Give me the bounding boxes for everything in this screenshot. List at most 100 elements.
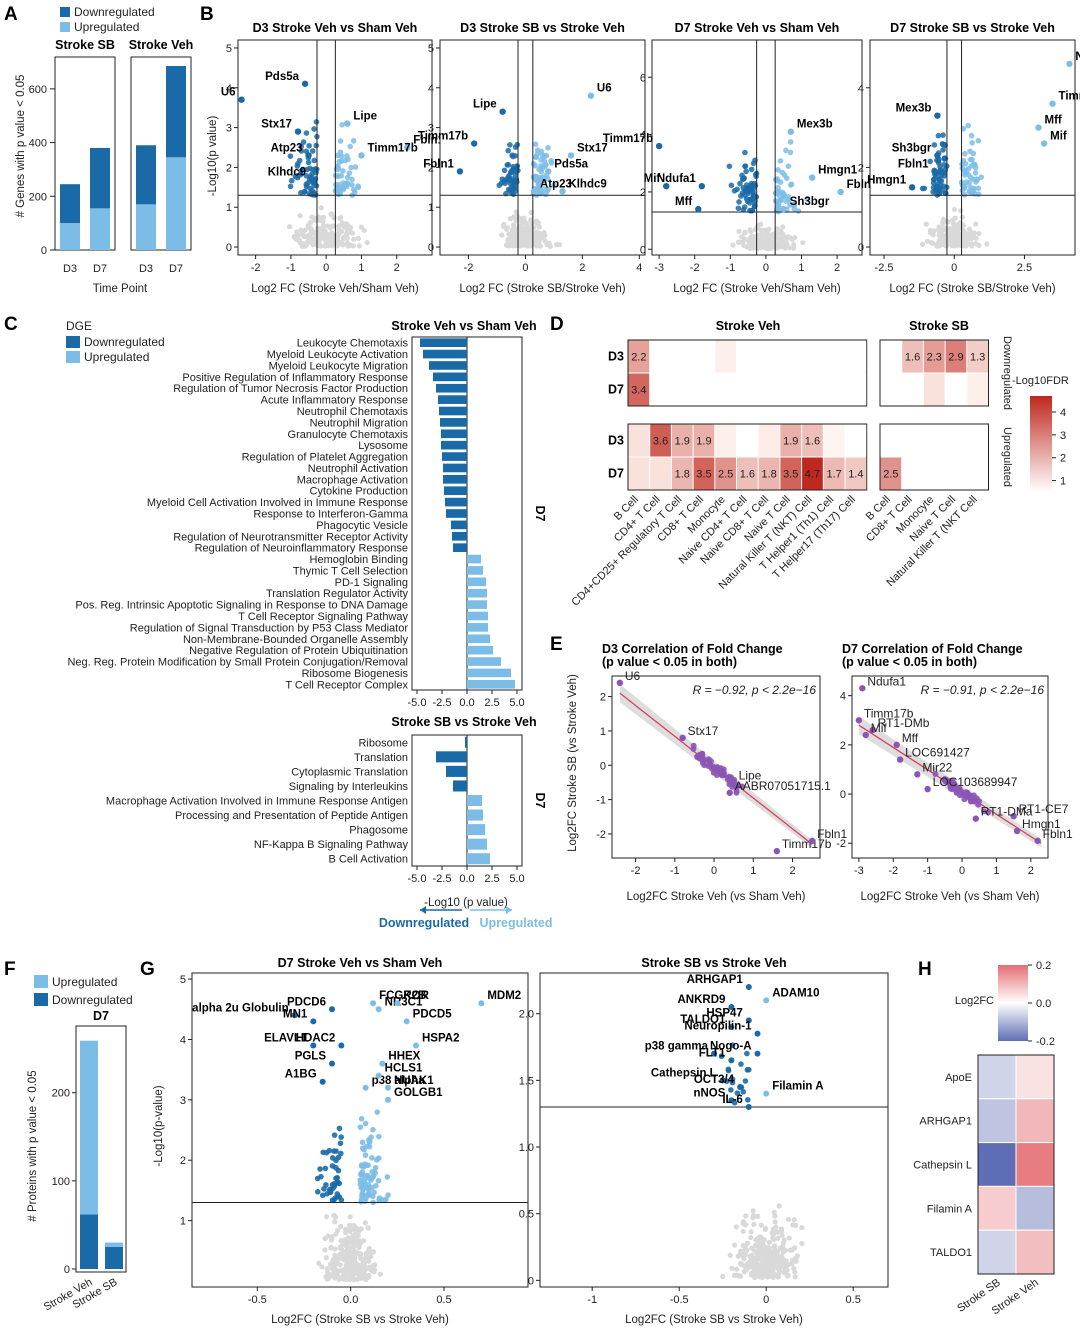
d-cell-value: 1.3 (970, 352, 985, 364)
c-term-label: Regulation of Platelet Aggregation (242, 452, 408, 464)
b-gene-label: Atp23 (271, 142, 303, 154)
b-gene-point (238, 96, 245, 103)
g-point-ns (748, 1234, 754, 1241)
b-point-sig (542, 191, 549, 198)
e-gene-point (1010, 812, 1017, 820)
c-bar (467, 668, 511, 678)
c-bar (444, 486, 467, 496)
e-gene-point (869, 726, 876, 734)
b-point-sig (972, 170, 979, 176)
g-protein-point (375, 1072, 382, 1079)
c-bar (467, 679, 515, 689)
c-legend-title: DGE (66, 319, 92, 333)
g-point-ns (772, 1219, 778, 1225)
b-point-ns (784, 241, 790, 247)
c-bar (467, 600, 487, 609)
b-point-ns (965, 234, 972, 240)
b-point-sig (339, 122, 345, 128)
g-point-sig (331, 1196, 337, 1203)
g-xtick: 0.5 (436, 1294, 451, 1306)
b-point-sig (940, 147, 946, 153)
h-legend-tick-label: 0.2 (1036, 960, 1051, 972)
c-bar (436, 383, 467, 393)
b-point-ns (511, 223, 517, 229)
d-cell (671, 340, 693, 373)
b-point-ns (327, 242, 333, 248)
b-point-sig (962, 150, 968, 157)
b-point-ns (940, 216, 946, 222)
b-xtick: 0 (323, 262, 329, 274)
g-protein-point (728, 1024, 735, 1030)
a-bar-down (136, 145, 156, 205)
c-term-label: T Cell Receptor Complex (285, 679, 408, 691)
b-gene-point (1066, 60, 1073, 68)
h-cell (1015, 1229, 1055, 1275)
b-gene-label: Ndufa1 (1075, 51, 1080, 63)
g-point-ns (792, 1274, 798, 1280)
b-gene-point (470, 140, 478, 147)
b-gene-label: Lipe (353, 111, 377, 123)
g-protein-point (478, 1000, 485, 1007)
b-point-sig (504, 162, 511, 168)
b-point-sig (930, 180, 937, 186)
g-point-ns (782, 1247, 788, 1253)
b-ytick: 2 (226, 162, 232, 174)
d-cell (693, 457, 715, 490)
g-point-ns (349, 1257, 355, 1263)
b-point-sig (300, 166, 306, 173)
g-point-ns (323, 1214, 330, 1220)
b-point-ns (524, 243, 530, 249)
d-row-label: D3 (608, 434, 624, 448)
b-point-ns (748, 242, 754, 248)
g-protein-label: HDAC2 (296, 1032, 336, 1044)
c-bar (465, 736, 467, 748)
b-point-sig (972, 164, 979, 171)
f-bar-down (105, 1246, 123, 1269)
g-point-ns (324, 1276, 330, 1282)
g-protein-point (754, 1030, 761, 1037)
e-gene-label: Mff (902, 731, 919, 745)
g-point-ns (749, 1245, 755, 1251)
d-cell-value: 1.8 (761, 469, 776, 481)
b-point-ns (510, 235, 516, 241)
b-point-ns (517, 216, 523, 222)
c-bar (420, 338, 467, 348)
g-protein-label: Filamin A (772, 1081, 823, 1093)
c-term-label: Macrophage Activation Involved in Immune… (106, 796, 408, 808)
g-point-ns (332, 1219, 338, 1225)
h-cell (977, 1142, 1017, 1187)
e-ytick: 0 (600, 760, 606, 772)
g-protein-label: alpha 2u Globulin (192, 1002, 288, 1014)
g-point-sig (336, 1193, 342, 1200)
d-cell-value: 1.4 (848, 469, 863, 481)
d-cell-value: 1.9 (675, 436, 690, 448)
b-gene-label: Sh3bgr (790, 196, 830, 208)
d-legend-tick-label: 4 (1060, 407, 1066, 419)
g-title: Stroke SB vs Stroke Veh (641, 956, 786, 970)
a-facet-title: Stroke Veh (129, 38, 194, 52)
g-protein-label: TALDO1 (680, 1014, 726, 1026)
g-protein-label: MN1 (283, 1008, 308, 1020)
e-xtick: -1 (670, 865, 680, 877)
b-xtick: 0 (763, 262, 769, 274)
b-xtick: 2 (579, 262, 585, 274)
d-cell (967, 373, 988, 406)
c-group-title: Stroke SB vs Stroke Veh (391, 715, 536, 729)
b-point-ns (341, 224, 347, 230)
b-point-sig (543, 152, 550, 159)
d-cell (780, 340, 802, 373)
g-point-sig (375, 1178, 382, 1184)
d-cell (628, 424, 650, 457)
g-point-ns (793, 1255, 799, 1261)
g-point-sig (383, 1196, 389, 1203)
a-ytick: 0 (41, 245, 47, 257)
g-point-sig (370, 1126, 376, 1133)
b-point-sig (338, 158, 345, 164)
b-point-sig (346, 170, 353, 176)
g-protein-point (413, 1042, 419, 1049)
b-gene-label: Hmgn1 (867, 174, 907, 186)
b-ytick: 5 (226, 43, 232, 55)
b-point-sig (287, 153, 294, 159)
b-point-ns (768, 245, 774, 251)
g-point-ns (758, 1261, 764, 1268)
